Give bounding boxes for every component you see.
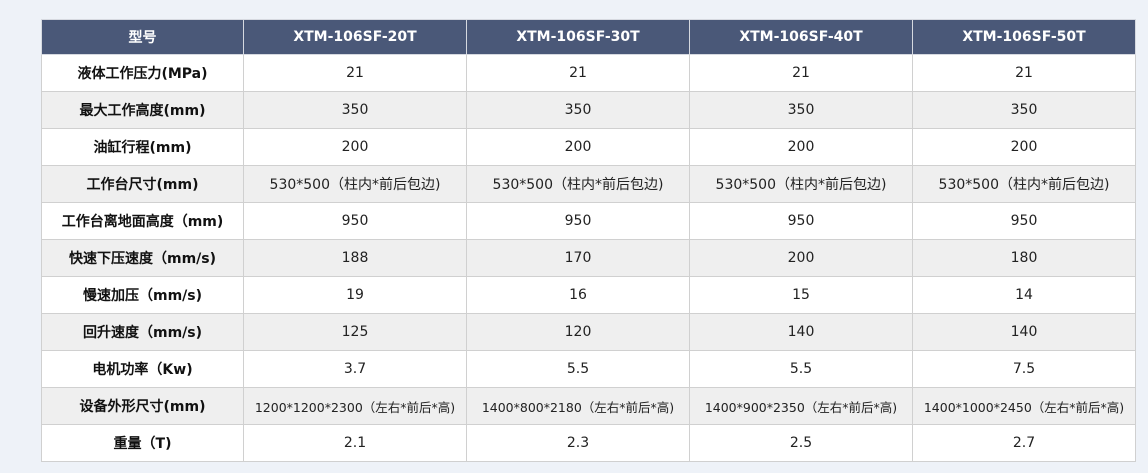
table-cell: 7.5 [912, 350, 1136, 388]
table-cell: 530*500（柱内*前后包边) [912, 165, 1136, 203]
table-cell: 180 [912, 239, 1136, 277]
table-row: 设备外形尺寸(mm) 1200*1200*2300（左右*前后*高) 1400*… [41, 387, 1136, 425]
table-cell: 3.7 [243, 350, 467, 388]
row-label: 油缸行程(mm) [41, 128, 244, 166]
table-header-row: 型号 XTM-106SF-20T XTM-106SF-30T XTM-106SF… [41, 19, 1136, 55]
table-cell: 19 [243, 276, 467, 314]
table-cell: 21 [912, 54, 1136, 92]
table-cell: 200 [466, 128, 690, 166]
table-cell: 350 [466, 91, 690, 129]
table-cell: 530*500（柱内*前后包边) [243, 165, 467, 203]
table-cell: 5.5 [466, 350, 690, 388]
table-row: 重量（T) 2.1 2.3 2.5 2.7 [41, 424, 1136, 462]
table-cell: 2.1 [243, 424, 467, 462]
table-row: 工作台尺寸(mm) 530*500（柱内*前后包边) 530*500（柱内*前后… [41, 165, 1136, 203]
spec-table: 型号 XTM-106SF-20T XTM-106SF-30T XTM-106SF… [41, 19, 1136, 462]
table-cell: 950 [912, 202, 1136, 240]
table-cell: 2.7 [912, 424, 1136, 462]
table-cell: 950 [243, 202, 467, 240]
table-cell: 530*500（柱内*前后包边) [689, 165, 913, 203]
table-cell: 200 [912, 128, 1136, 166]
header-model-20t: XTM-106SF-20T [243, 19, 467, 55]
table-cell: 1200*1200*2300（左右*前后*高) [243, 387, 467, 425]
table-cell: 1400*1000*2450（左右*前后*高) [912, 387, 1136, 425]
table-row: 慢速加压（mm/s) 19 16 15 14 [41, 276, 1136, 314]
table-cell: 350 [243, 91, 467, 129]
table-cell: 15 [689, 276, 913, 314]
table-cell: 120 [466, 313, 690, 351]
header-model: 型号 [41, 19, 244, 55]
table-cell: 950 [689, 202, 913, 240]
table-row: 油缸行程(mm) 200 200 200 200 [41, 128, 1136, 166]
row-label: 工作台离地面高度（mm) [41, 202, 244, 240]
row-label: 液体工作压力(MPa) [41, 54, 244, 92]
table-cell: 21 [689, 54, 913, 92]
table-cell: 200 [689, 239, 913, 277]
table-cell: 200 [689, 128, 913, 166]
table-cell: 950 [466, 202, 690, 240]
table-cell: 188 [243, 239, 467, 277]
table-cell: 530*500（柱内*前后包边) [466, 165, 690, 203]
row-label: 快速下压速度（mm/s) [41, 239, 244, 277]
table-cell: 16 [466, 276, 690, 314]
row-label: 电机功率（Kw) [41, 350, 244, 388]
table-cell: 200 [243, 128, 467, 166]
row-label: 重量（T) [41, 424, 244, 462]
table-cell: 1400*900*2350（左右*前后*高) [689, 387, 913, 425]
table-cell: 21 [466, 54, 690, 92]
row-label: 工作台尺寸(mm) [41, 165, 244, 203]
header-model-30t: XTM-106SF-30T [466, 19, 690, 55]
table-cell: 125 [243, 313, 467, 351]
table-cell: 5.5 [689, 350, 913, 388]
table-row: 液体工作压力(MPa) 21 21 21 21 [41, 54, 1136, 92]
row-label: 设备外形尺寸(mm) [41, 387, 244, 425]
table-row: 回升速度（mm/s) 125 120 140 140 [41, 313, 1136, 351]
table-row: 电机功率（Kw) 3.7 5.5 5.5 7.5 [41, 350, 1136, 388]
row-label: 慢速加压（mm/s) [41, 276, 244, 314]
table-cell: 2.5 [689, 424, 913, 462]
row-label: 最大工作高度(mm) [41, 91, 244, 129]
row-label: 回升速度（mm/s) [41, 313, 244, 351]
header-model-40t: XTM-106SF-40T [689, 19, 913, 55]
table-cell: 350 [689, 91, 913, 129]
table-cell: 140 [912, 313, 1136, 351]
table-row: 快速下压速度（mm/s) 188 170 200 180 [41, 239, 1136, 277]
spec-table-container: 型号 XTM-106SF-20T XTM-106SF-30T XTM-106SF… [41, 19, 1136, 462]
table-row: 工作台离地面高度（mm) 950 950 950 950 [41, 202, 1136, 240]
table-cell: 350 [912, 91, 1136, 129]
table-cell: 170 [466, 239, 690, 277]
table-row: 最大工作高度(mm) 350 350 350 350 [41, 91, 1136, 129]
table-cell: 140 [689, 313, 913, 351]
header-model-50t: XTM-106SF-50T [912, 19, 1136, 55]
table-cell: 14 [912, 276, 1136, 314]
table-cell: 1400*800*2180（左右*前后*高) [466, 387, 690, 425]
table-cell: 21 [243, 54, 467, 92]
table-cell: 2.3 [466, 424, 690, 462]
